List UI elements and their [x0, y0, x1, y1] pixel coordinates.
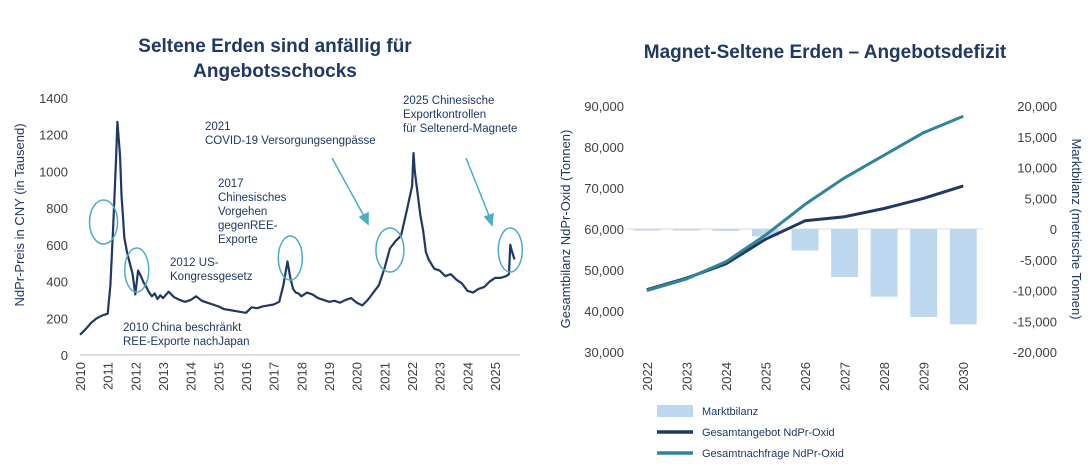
- right-left-y-tick: 40,000: [584, 304, 624, 319]
- right-right-y-tick: 0: [1050, 222, 1057, 237]
- circle-2025: [497, 227, 524, 273]
- annotation-us2012: 2012 US-Kongressgesetz: [170, 257, 253, 283]
- right-x-tick: 2022: [640, 362, 655, 391]
- left-y-tick: 800: [46, 201, 68, 216]
- left-x-tick: 2014: [184, 362, 199, 391]
- ndpr-price-line: [79, 120, 516, 336]
- legend-swatch-marktbilanz: [657, 405, 693, 417]
- right-x-tick: 2023: [679, 362, 694, 391]
- left-x-tick: 2023: [433, 362, 448, 391]
- left-x-tick: 2010: [73, 362, 88, 391]
- right-x-tick: 2027: [838, 362, 853, 391]
- right-chart-title: Magnet-Seltene Erden – Angebotsdefizit: [643, 42, 1007, 63]
- legend-label: Gesamtangebot NdPr-Oxid: [702, 427, 835, 439]
- left-x-tick: 2020: [350, 362, 365, 391]
- left-y-tick: 200: [46, 311, 68, 326]
- left-x-tick: 2022: [405, 362, 420, 391]
- left-y-tick: 600: [46, 238, 68, 253]
- arrow-covid-head: [358, 211, 369, 226]
- arrow-covid: [331, 157, 366, 219]
- left-price-chart: 0 200 400 600 800 1000 1200 1400 2010 2011 2012 20…: [12, 91, 524, 391]
- right-left-y-tick: 90,000: [584, 99, 624, 114]
- annotation-export2025: 2025 Chinesische Exportkontrollen für Selt…: [403, 95, 517, 135]
- left-chart-title: Seltene Erden sind anfällig für Angebots…: [138, 36, 412, 82]
- right-x-tick: 2026: [798, 362, 813, 391]
- right-x-tick: 2029: [917, 362, 932, 391]
- right-x-tick: 2024: [719, 362, 734, 391]
- legend-label: Marktbilanz: [702, 406, 758, 418]
- arrow-export2025-head: [483, 212, 494, 227]
- left-x-tick: 2024: [460, 362, 475, 391]
- right-right-axis-label: Marktbilanz (metrische Tonnen): [1069, 138, 1084, 319]
- right-left-y-tick: 50,000: [584, 263, 624, 278]
- left-x-tick: 2012: [128, 362, 143, 391]
- right-left-axis-label: Gesamtbilanz NdPr-Oxid (Tonnen): [558, 130, 573, 329]
- left-y-tick: 0: [61, 348, 68, 363]
- left-x-tick: 2016: [239, 362, 254, 391]
- circle-2010: [88, 199, 119, 245]
- left-x-tick: 2011: [101, 362, 116, 390]
- bar-marktbilanz-2029: [910, 229, 938, 317]
- bar-marktbilanz-2028: [870, 229, 898, 297]
- left-x-tick: 2017: [267, 362, 282, 391]
- circle-2012: [123, 247, 150, 293]
- annotation-china2017: 2017 Chinesisches Vorgehen gegenREE-Exporte: [218, 178, 287, 246]
- left-x-tick: 2025: [488, 362, 503, 391]
- circle-2021: [375, 227, 405, 273]
- bar-marktbilanz-2026: [791, 229, 819, 251]
- bar-marktbilanz-2027: [831, 229, 859, 277]
- left-x-tick: 2018: [294, 362, 309, 391]
- right-left-y-tick: 60,000: [584, 222, 624, 237]
- right-right-y-tick: 15,000: [1017, 130, 1057, 145]
- left-y-tick: 1400: [39, 91, 68, 106]
- bar-marktbilanz-2030: [949, 229, 977, 325]
- left-x-tick: 2021: [377, 362, 392, 391]
- left-y-tick: 1000: [39, 164, 68, 179]
- right-x-tick: 2028: [877, 362, 892, 391]
- left-x-tick: 2013: [156, 362, 171, 391]
- left-x-tick: 2019: [322, 362, 337, 391]
- right-x-tick: 2030: [956, 362, 971, 391]
- left-x-tick: 2015: [211, 362, 226, 391]
- left-y-tick: 400: [46, 275, 68, 290]
- right-right-y-tick: 5,000: [1024, 191, 1057, 206]
- demand-line: [646, 114, 964, 292]
- right-right-y-tick: -15,000: [1013, 314, 1057, 329]
- right-x-tick: 2025: [758, 362, 773, 391]
- left-y-axis-label: NdPr-Preis in CNY (in Tausend): [12, 123, 27, 306]
- right-right-y-tick: 10,000: [1017, 161, 1057, 176]
- annotation-covid2021: 2021 COVID-19 Versorgungsengpässe: [205, 121, 376, 147]
- bar-marktbilanz-2023: [672, 229, 700, 231]
- annotation-china2010: 2010 China beschränkt REE-Exporte nachJap…: [123, 322, 250, 348]
- left-y-tick: 1200: [39, 128, 68, 143]
- right-right-y-tick: -5,000: [1020, 253, 1057, 268]
- right-left-y-tick: 70,000: [584, 181, 624, 196]
- right-deficit-chart: 30,000 40,000 50,000 60,000 70,000 80,000 90,0…: [558, 99, 1084, 460]
- bar-marktbilanz-2022: [633, 229, 661, 231]
- right-left-y-tick: 80,000: [584, 140, 624, 155]
- right-left-y-tick: 30,000: [584, 345, 624, 360]
- right-right-y-tick: -10,000: [1013, 284, 1057, 299]
- bar-marktbilanz-2024: [712, 229, 740, 231]
- bar-marktbilanz-2025: [751, 229, 779, 237]
- circle-2017: [277, 235, 304, 281]
- right-right-y-tick: 20,000: [1017, 99, 1057, 114]
- arrow-export2025: [465, 157, 491, 219]
- right-right-y-tick: -20,000: [1013, 345, 1057, 360]
- legend-label: Gesamtnachfrage NdPr-Oxid: [702, 448, 844, 460]
